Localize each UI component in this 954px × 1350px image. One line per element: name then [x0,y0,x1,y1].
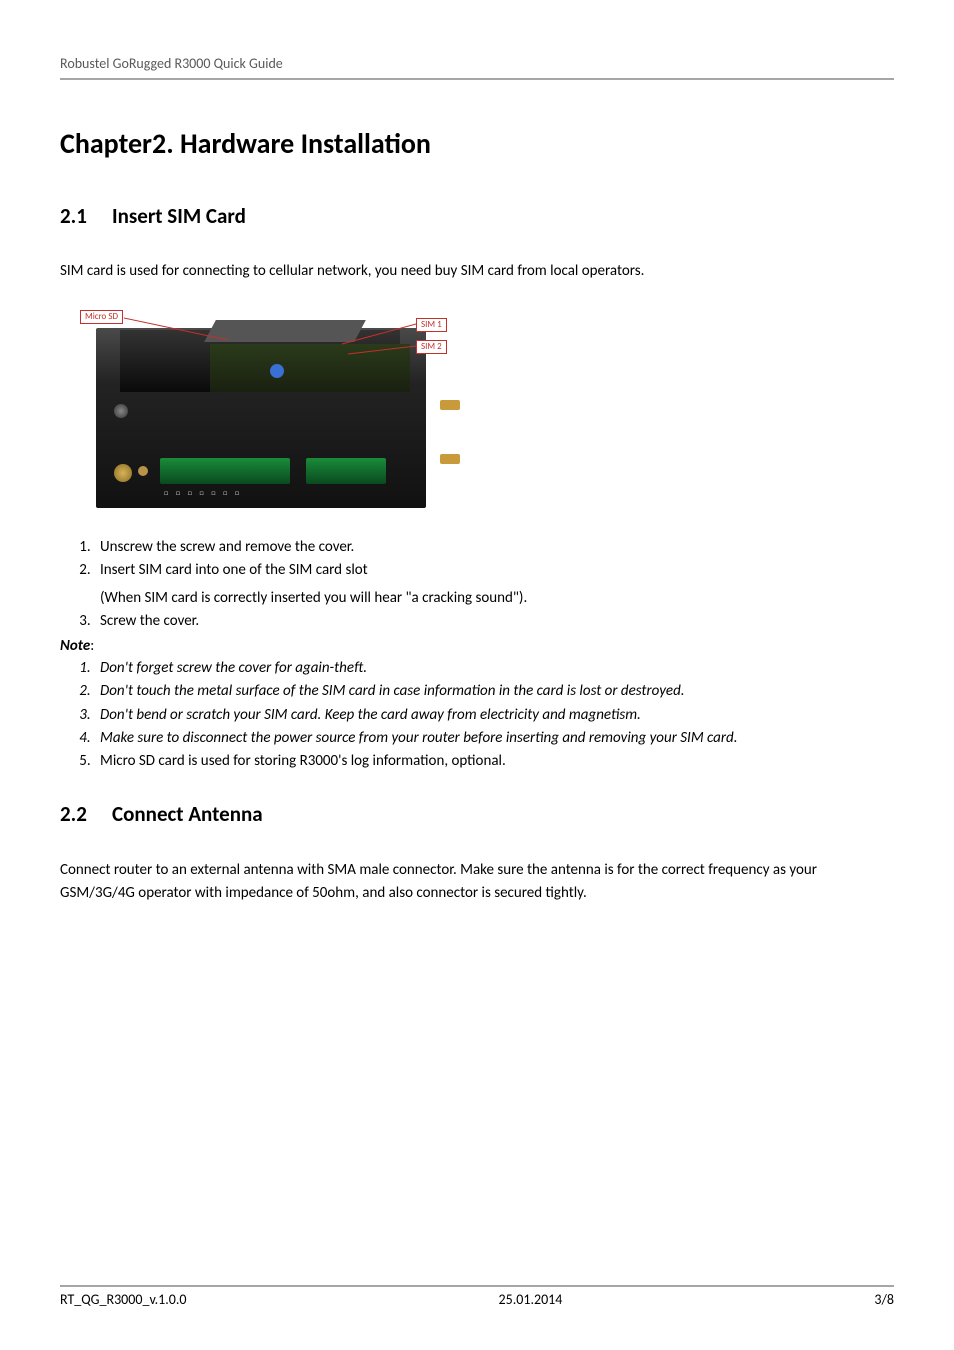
gold-screw [138,466,148,476]
note-word: Note [60,637,90,655]
section-2-2-para: Connect router to an external antenna wi… [60,859,894,904]
gold-connector [114,464,132,482]
list-item: Make sure to disconnect the power source… [94,727,894,750]
device-pcb [210,344,410,392]
list-item: Insert SIM card into one of the SIM card… [94,559,894,582]
sma-connector-1 [440,400,460,410]
pcb-chip [270,364,284,378]
step-text: Insert SIM card into one of the SIM card… [100,561,368,579]
steps-list: Unscrew the screw and remove the cover. … [60,536,894,583]
footer-page-number: 3/8 [874,1291,894,1308]
section-number: 2.1 [60,203,112,229]
section-2-1-intro: SIM card is used for connecting to cellu… [60,261,894,282]
callout-sim2: SIM 2 [416,340,447,354]
callout-sim1: SIM 1 [416,318,447,332]
list-item: Don't touch the metal surface of the SIM… [94,680,894,703]
terminal-block-1 [160,458,290,484]
sim-card-figure: □ □ □ □ □ □ □ Micro SD SIM 1 SIM 2 [60,304,450,514]
note-label: Note: [60,637,894,655]
footer-date: 25.01.2014 [499,1291,563,1308]
list-item: Unscrew the screw and remove the cover. [94,536,894,559]
callout-microsd: Micro SD [80,310,123,324]
list-item: Screw the cover. [94,610,894,633]
footer-doc-id: RT_QG_R3000_v.1.0.0 [60,1291,187,1308]
steps-list-cont: Screw the cover. [60,610,894,633]
terminal-pins: □ □ □ □ □ □ □ [164,488,290,500]
chapter-title: Chapter2. Hardware Installation [60,126,894,161]
notes-list: Don't forget screw the cover for again-t… [60,657,894,773]
device-top-strip [204,320,366,342]
list-item: Micro SD card is used for storing R3000'… [94,750,894,773]
footer-rule [60,1285,894,1287]
terminal-block-2 [306,458,386,484]
list-item: Don't forget screw the cover for again-t… [94,657,894,680]
running-header: Robustel GoRugged R3000 Quick Guide [60,55,894,72]
header-rule [60,78,894,80]
section-name: Insert SIM Card [112,203,246,229]
section-2-2-heading: 2.2 Connect Antenna [60,801,894,827]
list-item: Don't bend or scratch your SIM card. Kee… [94,704,894,727]
section-number: 2.2 [60,801,112,827]
page-footer: RT_QG_R3000_v.1.0.0 25.01.2014 3/8 [60,1285,894,1308]
step-2-sub: (When SIM card is correctly inserted you… [100,587,894,610]
sma-connector-2 [440,454,460,464]
section-2-1-heading: 2.1 Insert SIM Card [60,203,894,229]
screw-icon [114,404,128,418]
section-name: Connect Antenna [112,801,263,827]
note-colon: : [90,637,94,655]
